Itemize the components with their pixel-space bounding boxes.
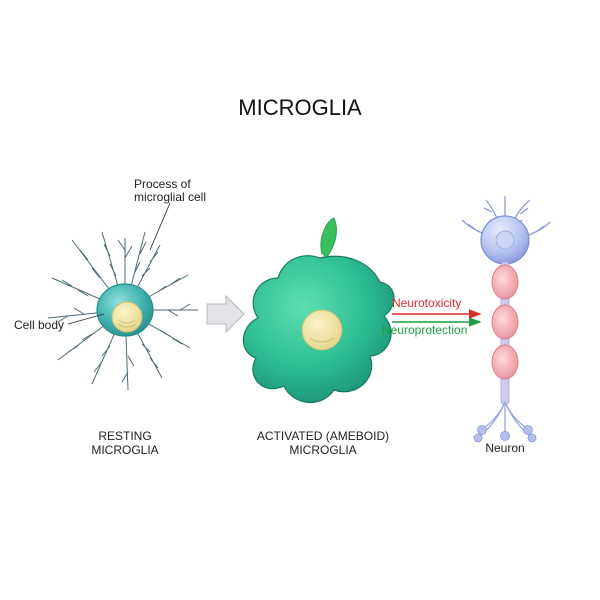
neuron xyxy=(462,196,550,442)
myelin-sheath xyxy=(492,265,518,379)
caption-activated-l1: ACTIVATED (AMEBOID) xyxy=(257,429,389,443)
label-cell-body: Cell body xyxy=(14,318,64,332)
axon-terminals xyxy=(480,402,530,436)
activated-microglia xyxy=(243,218,394,402)
label-process: Process of microglial cell xyxy=(134,178,206,204)
diagram-svg xyxy=(0,0,600,600)
neurotoxicity-label: Neurotoxicity xyxy=(392,296,461,310)
caption-activated-l2: MICROGLIA xyxy=(289,443,356,457)
label-process-l2: microglial cell xyxy=(134,190,206,204)
label-process-l1: Process of xyxy=(134,177,191,191)
diagram-title: MICROGLIA xyxy=(0,95,600,121)
caption-resting-l1: RESTING xyxy=(98,429,151,443)
diagram-stage: MICROGLIA Process of microglial cell Cel… xyxy=(0,0,600,600)
caption-resting: RESTING MICROGLIA xyxy=(60,430,190,458)
resting-microglia xyxy=(48,232,198,390)
activated-nucleus xyxy=(302,310,342,350)
caption-neuron: Neuron xyxy=(460,442,550,456)
transition-arrow xyxy=(207,296,244,332)
caption-resting-l2: MICROGLIA xyxy=(91,443,158,457)
caption-activated: ACTIVATED (AMEBOID) MICROGLIA xyxy=(238,430,408,458)
neuroprotection-label: Neuroprotection xyxy=(382,323,467,337)
